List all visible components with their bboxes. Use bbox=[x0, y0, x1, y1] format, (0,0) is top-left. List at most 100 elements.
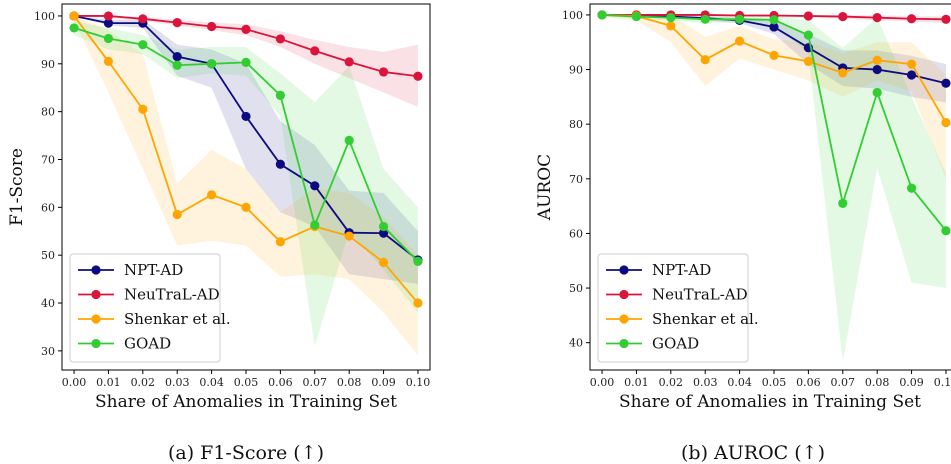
legend-marker-1 bbox=[91, 289, 101, 300]
y-tick-label: 90 bbox=[41, 58, 55, 71]
x-tick-label: 0.08 bbox=[865, 376, 890, 389]
x-tick-label: 0.09 bbox=[371, 376, 396, 389]
legend-label-0: NPT-AD bbox=[124, 261, 183, 279]
legend-marker-2 bbox=[619, 314, 629, 324]
data-point-b-0-10 bbox=[941, 78, 951, 88]
legend-marker-0 bbox=[619, 265, 629, 275]
data-point-a-0-9 bbox=[378, 228, 389, 238]
data-point-a-2-9 bbox=[378, 257, 389, 267]
x-tick-label: 0.09 bbox=[899, 376, 924, 389]
x-tick-label: 0.06 bbox=[796, 376, 821, 389]
legend-label-3: GOAD bbox=[124, 335, 171, 353]
y-tick-label: 80 bbox=[569, 118, 583, 131]
data-point-b-2-2 bbox=[666, 21, 676, 31]
confidence-band-b-3 bbox=[602, 14, 946, 362]
data-point-a-1-3 bbox=[172, 18, 182, 28]
data-point-a-3-9 bbox=[378, 221, 389, 232]
legend: NPT-AD NeuTraL-AD Shenkar et al. GOAD bbox=[597, 253, 759, 363]
plot-area bbox=[597, 10, 951, 362]
x-tick-label: 0.00 bbox=[590, 376, 615, 389]
data-point-a-2-0 bbox=[69, 11, 79, 21]
x-tick-label: 0.05 bbox=[234, 376, 259, 389]
data-point-a-2-4 bbox=[207, 190, 217, 200]
plot-area bbox=[69, 11, 423, 356]
x-axis-label: Share of Anomalies in Training Set bbox=[95, 392, 397, 412]
data-point-a-2-5 bbox=[241, 202, 251, 212]
y-tick-label: 50 bbox=[569, 282, 583, 295]
data-point-a-3-6 bbox=[275, 90, 285, 100]
data-point-a-1-6 bbox=[275, 34, 285, 44]
x-tick-label: 0.07 bbox=[831, 376, 856, 389]
data-point-b-3-0 bbox=[597, 10, 607, 20]
x-tick-label: 0.03 bbox=[165, 376, 190, 389]
y-tick-label: 90 bbox=[569, 64, 583, 77]
data-point-b-0-8 bbox=[872, 64, 882, 75]
data-point-a-0-1 bbox=[103, 18, 114, 28]
y-tick-label: 100 bbox=[34, 10, 55, 23]
data-point-b-0-5 bbox=[769, 22, 779, 32]
data-point-b-2-10 bbox=[941, 117, 951, 128]
data-point-b-3-4 bbox=[735, 14, 745, 24]
data-point-a-0-6 bbox=[275, 159, 285, 169]
data-point-a-3-5 bbox=[241, 57, 251, 67]
data-point-a-1-10 bbox=[413, 71, 423, 81]
y-tick-label: 30 bbox=[41, 345, 55, 358]
data-point-b-3-1 bbox=[631, 11, 642, 22]
data-point-a-0-7 bbox=[310, 181, 320, 191]
x-tick-label: 0.06 bbox=[268, 376, 293, 389]
legend-marker-1 bbox=[619, 289, 629, 300]
chart-f1-score: 0.00 0.01 0.02 0.03 0.04 0.05 0.06 0.07 0.08 0.09… bbox=[7, 3, 431, 464]
data-point-b-3-8 bbox=[872, 87, 882, 98]
data-point-b-3-9 bbox=[906, 183, 917, 193]
x-tick-label: 0.04 bbox=[727, 376, 752, 389]
data-point-a-2-1 bbox=[103, 56, 114, 67]
data-point-a-2-3 bbox=[172, 209, 182, 220]
legend-marker-2 bbox=[91, 314, 101, 324]
y-tick-label: 80 bbox=[41, 106, 55, 119]
x-tick-label: 0.00 bbox=[62, 376, 87, 389]
data-point-b-1-9 bbox=[906, 14, 917, 24]
data-point-a-3-0 bbox=[69, 23, 79, 33]
legend-label-1: NeuTraL-AD bbox=[652, 286, 748, 304]
legend-label-0: NPT-AD bbox=[652, 261, 711, 279]
y-tick-label: 100 bbox=[562, 9, 583, 22]
y-tick-label: 70 bbox=[41, 153, 55, 166]
data-point-b-0-9 bbox=[906, 70, 917, 80]
y-axis-label: AUROC bbox=[535, 154, 555, 221]
data-point-b-3-6 bbox=[803, 30, 813, 40]
y-tick-label: 70 bbox=[569, 173, 583, 186]
data-point-b-3-10 bbox=[941, 226, 951, 236]
confidence-band-b-0 bbox=[602, 14, 946, 103]
data-point-a-1-1 bbox=[103, 11, 114, 21]
data-point-a-3-8 bbox=[344, 135, 354, 145]
data-point-a-3-2 bbox=[138, 40, 148, 50]
data-point-a-1-8 bbox=[344, 57, 354, 67]
x-tick-label: 0.10 bbox=[934, 376, 951, 389]
legend-marker-0 bbox=[91, 265, 101, 275]
data-point-a-3-10 bbox=[413, 256, 423, 266]
legend-label-1: NeuTraL-AD bbox=[124, 286, 220, 304]
x-tick-label: 0.10 bbox=[406, 376, 431, 389]
figure-caption: (b) AUROC (↑) bbox=[681, 442, 825, 464]
data-point-a-0-3 bbox=[172, 52, 182, 62]
data-point-b-3-3 bbox=[700, 14, 710, 24]
y-tick-label: 60 bbox=[41, 201, 55, 214]
data-point-b-3-5 bbox=[769, 15, 779, 25]
data-point-b-2-4 bbox=[735, 36, 745, 46]
data-point-a-3-1 bbox=[103, 33, 114, 44]
y-tick-label: 60 bbox=[569, 227, 583, 240]
confidence-band-a-0 bbox=[74, 15, 418, 284]
data-point-b-1-8 bbox=[872, 13, 882, 23]
data-point-a-3-3 bbox=[172, 60, 182, 70]
data-point-b-1-10 bbox=[941, 14, 951, 24]
data-point-a-3-7 bbox=[310, 220, 320, 230]
data-point-b-3-7 bbox=[838, 198, 848, 208]
data-point-a-1-5 bbox=[241, 24, 251, 34]
legend-marker-3 bbox=[91, 338, 101, 349]
data-point-a-2-2 bbox=[138, 104, 148, 114]
data-point-b-1-6 bbox=[803, 11, 813, 21]
confidence-band-b-2 bbox=[602, 14, 946, 179]
data-point-b-1-7 bbox=[838, 11, 848, 22]
x-tick-label: 0.07 bbox=[303, 376, 328, 389]
